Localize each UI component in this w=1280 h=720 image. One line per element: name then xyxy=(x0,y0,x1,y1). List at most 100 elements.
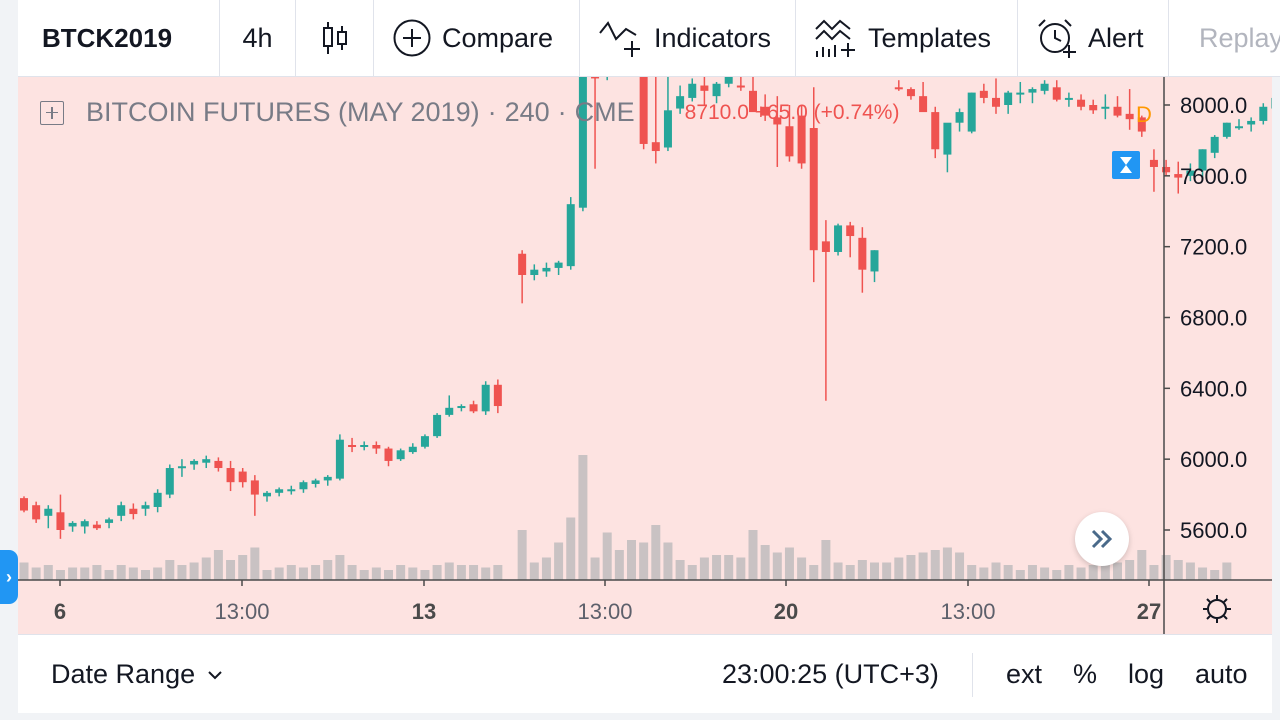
candle xyxy=(469,400,478,414)
candle-body xyxy=(992,97,1000,107)
volume-bar xyxy=(566,517,576,580)
candle xyxy=(92,521,101,530)
time-tick-label: 13:00 xyxy=(577,599,632,624)
indicators-icon xyxy=(599,21,640,57)
candle-body xyxy=(967,92,976,132)
candle xyxy=(44,505,53,529)
extended-hours-toggle[interactable]: ext xyxy=(1006,659,1043,689)
candle xyxy=(165,464,174,499)
volume-bar xyxy=(456,565,466,580)
dividend-badge[interactable]: D xyxy=(1136,102,1152,127)
volume-bar xyxy=(213,550,223,580)
chart-settings-icon[interactable] xyxy=(1203,595,1231,623)
candle-body xyxy=(773,117,782,125)
volume-bar xyxy=(517,530,527,580)
legend-toggle-icon[interactable] xyxy=(40,100,64,125)
candle xyxy=(797,105,806,169)
candle-body xyxy=(1198,149,1207,171)
candle-body xyxy=(1247,120,1256,125)
candle-body xyxy=(1052,87,1061,100)
sidebar-toggle-button[interactable]: › xyxy=(0,550,18,604)
chart-area[interactable]: 5600.0 6000.0 6400.0 6800.0 7200.0 7600.0 8000… xyxy=(18,77,1272,634)
date-range-label: Date Range xyxy=(51,659,196,689)
indicators-button[interactable]: Indicators xyxy=(580,0,796,76)
volume-bar xyxy=(1125,560,1135,580)
volume-bar xyxy=(1076,567,1086,580)
scroll-to-realtime-button[interactable] xyxy=(1075,512,1129,566)
volume-bar xyxy=(651,525,661,580)
volume-bar xyxy=(529,562,539,580)
candle xyxy=(992,78,1000,114)
time-zone-clock[interactable]: 23:00:25 (UTC+3) xyxy=(722,659,939,689)
candle xyxy=(712,81,721,104)
candle xyxy=(226,460,235,492)
candle xyxy=(153,489,162,513)
candle-body xyxy=(700,85,709,91)
hourglass-icon[interactable] xyxy=(1112,151,1140,179)
candle xyxy=(238,468,247,488)
templates-button[interactable]: Templates xyxy=(796,0,1018,76)
candle xyxy=(445,395,454,417)
candle-body xyxy=(1004,92,1013,105)
volume-bar xyxy=(1052,570,1062,580)
candle-body xyxy=(1077,99,1086,107)
volume-bar xyxy=(92,565,102,580)
compare-button[interactable]: Compare xyxy=(374,0,580,76)
indicators-label: Indicators xyxy=(654,22,772,53)
bottom-toolbar: Date Range 23:00:25 (UTC+3) ext % log au… xyxy=(18,634,1272,713)
log-scale-toggle[interactable]: log xyxy=(1128,659,1165,689)
candle-body xyxy=(408,446,417,453)
time-tick-label: 13:00 xyxy=(214,599,269,624)
candle xyxy=(323,475,332,486)
candle-body xyxy=(214,460,223,469)
alert-button[interactable]: Alert xyxy=(1018,0,1169,76)
volume-bar xyxy=(1040,567,1050,580)
candle-body xyxy=(1186,170,1195,176)
candle xyxy=(688,78,697,102)
price-tick-label: 6000.0 xyxy=(1180,447,1247,472)
candle-body xyxy=(335,439,344,479)
candle xyxy=(32,501,41,523)
volume-bar xyxy=(930,550,940,580)
alarm-clock-icon xyxy=(1038,19,1076,58)
volume-bar xyxy=(882,562,892,580)
candle xyxy=(1210,135,1219,159)
candle-body xyxy=(420,436,429,447)
price-axis[interactable]: 5600.0 6000.0 6400.0 6800.0 7200.0 7600.0 8000… xyxy=(1164,93,1247,543)
candle-body xyxy=(1222,122,1231,137)
volume-bar xyxy=(432,565,442,580)
percent-scale-toggle[interactable]: % xyxy=(1073,659,1098,689)
time-axis[interactable]: 6 13:00 13 13:00 20 13:00 27 xyxy=(54,580,1161,624)
candle xyxy=(518,250,527,304)
candle xyxy=(906,87,915,100)
candle-body xyxy=(761,106,770,116)
candle xyxy=(1113,96,1122,118)
volume-bar xyxy=(1015,570,1025,580)
candle-body xyxy=(396,450,405,460)
candle-body xyxy=(481,384,490,412)
candle xyxy=(639,77,648,150)
chart-type-button[interactable] xyxy=(296,0,374,76)
symbol-search-button[interactable]: BTCK2019 xyxy=(18,0,220,76)
candle xyxy=(846,221,855,258)
candle xyxy=(420,434,429,449)
candle-body xyxy=(68,522,77,527)
candle xyxy=(858,227,867,293)
date-range-dropdown[interactable]: Date Range xyxy=(51,659,223,690)
candle xyxy=(275,487,284,497)
interval-button[interactable]: 4h xyxy=(220,0,296,76)
price-chart[interactable]: 5600.0 6000.0 6400.0 6800.0 7200.0 7600.0 8000… xyxy=(18,77,1272,634)
candle-body xyxy=(348,445,357,447)
candle-body xyxy=(566,204,575,267)
volume-bar xyxy=(1003,565,1013,580)
candle-body xyxy=(141,505,150,509)
replay-button[interactable]: Replay xyxy=(1169,0,1280,76)
auto-scale-toggle[interactable]: auto xyxy=(1195,659,1248,689)
candle-body xyxy=(870,250,879,272)
price-tick-label: 5600.0 xyxy=(1180,518,1247,543)
volume-bar xyxy=(1161,555,1171,580)
volume-bar xyxy=(396,565,406,580)
volume-bar xyxy=(262,570,272,580)
candle-body xyxy=(1064,97,1073,100)
volume-bar xyxy=(1173,560,1183,580)
